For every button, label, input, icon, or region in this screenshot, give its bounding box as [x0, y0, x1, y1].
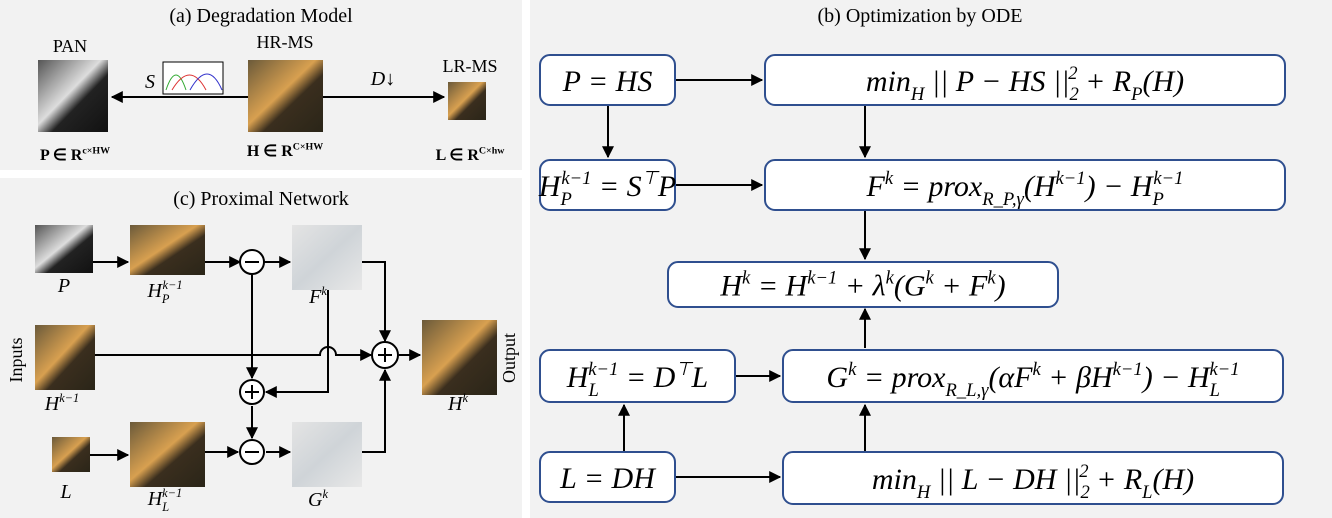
panel-a: (a) Degradation Model PAN HR-MS LR-MS S … [0, 0, 522, 170]
expr-text: = H [750, 270, 809, 303]
expr-text: (G [894, 270, 926, 303]
panel-c: (c) Proximal Network Inputs Output PHPk−… [0, 178, 522, 518]
expr-text: H [146, 280, 163, 302]
expr-text: min [866, 65, 911, 98]
superscript: k−1 [162, 278, 182, 292]
superscript: k−1 [1113, 359, 1143, 380]
expr-text: P = HS [562, 65, 653, 98]
expr-text: L = DH [559, 462, 657, 495]
expr-text: + R [1078, 65, 1132, 98]
superscript: k [321, 284, 327, 298]
superscript: C×hw [479, 146, 505, 157]
expr-text: + R [1089, 463, 1143, 496]
expr-text: H ∈ R [247, 143, 293, 160]
image [35, 225, 93, 273]
subscript: P [1152, 189, 1164, 210]
panel-title: (b) Optimization by ODE [818, 5, 1023, 27]
expr-text: F [866, 170, 886, 203]
label: Output [499, 333, 519, 383]
expr-text: H [447, 393, 464, 415]
panel-b: (b) Optimization by ODE P = HS min H || P … [530, 0, 1332, 518]
superscript: k−1 [807, 268, 837, 289]
formula: L = DH [559, 462, 657, 495]
expr-text: L ∈ R [436, 147, 480, 164]
subscript: L [161, 500, 169, 514]
expr-text: || L − DH || [930, 463, 1080, 496]
expr-text: H [719, 270, 744, 303]
subscript: P [559, 189, 571, 210]
image [292, 422, 362, 487]
panel-title: (a) Degradation Model [169, 5, 353, 27]
expr-text: P ∈ R [40, 147, 83, 164]
expr-text: G [826, 361, 848, 394]
subscript: P [161, 292, 170, 306]
expr-text: H [566, 361, 591, 394]
expr-text: ) − H [1141, 361, 1212, 394]
label: LR-MS [442, 56, 497, 76]
expr-text: (H) [1153, 463, 1195, 496]
superscript: k−1 [561, 168, 591, 189]
expr-text: P [657, 170, 676, 203]
superscript: k−1 [588, 359, 618, 380]
expr-text: min [872, 463, 917, 496]
pan-image [38, 60, 108, 132]
superscript: C×HW [293, 142, 324, 153]
lrms-image [448, 82, 486, 120]
formula: P = HS [562, 65, 653, 98]
expr-text: ) − H [1084, 170, 1155, 203]
expr-text: = S [591, 170, 641, 203]
expr-text: H [44, 393, 61, 415]
image [130, 422, 205, 487]
subscript: L [1209, 380, 1220, 401]
label: P [57, 275, 70, 297]
expr-text: = prox [893, 170, 983, 203]
label: PAN [53, 36, 87, 56]
subscript: R_L,γ [944, 380, 989, 401]
expr-text: + λ [837, 270, 885, 303]
superscript: 2 [1079, 461, 1088, 482]
expr-text: = prox [856, 361, 946, 394]
superscript: k−1 [59, 391, 79, 405]
expr-text: = D [618, 361, 675, 394]
expr-text: ) [994, 270, 1006, 303]
expr-text: H [538, 170, 563, 203]
label: HR-MS [256, 32, 313, 52]
superscript: k−1 [1209, 359, 1239, 380]
subscript: L [1141, 482, 1152, 503]
label: L [59, 481, 71, 503]
subscript: L [587, 380, 598, 401]
image [52, 437, 90, 472]
expr-text: (H) [1143, 65, 1185, 98]
expr-text: F [308, 286, 322, 308]
image [292, 225, 362, 290]
expr-text: || P − HS || [924, 65, 1069, 98]
expr-text: L [691, 361, 709, 394]
expr-text: G [308, 489, 323, 511]
subscript: P [1130, 84, 1142, 105]
op: S [145, 71, 155, 93]
superscript: c×HW [82, 146, 110, 157]
panel-title: (c) Proximal Network [173, 188, 349, 210]
superscript: k−1 [162, 486, 182, 500]
image [35, 325, 95, 390]
image [130, 225, 205, 275]
formula: Hk = Hk−1 + λk(Gk + Fk) [719, 268, 1005, 303]
subscript: R_P,γ [981, 189, 1024, 210]
superscript: k−1 [1153, 168, 1183, 189]
diagram: (a) Degradation Model PAN HR-MS LR-MS S … [0, 0, 1332, 518]
hrms-image [248, 60, 323, 132]
image [422, 320, 497, 395]
superscript: k [322, 487, 328, 501]
expr-text: (H [1024, 170, 1058, 203]
superscript: k [462, 391, 468, 405]
label: Inputs [6, 338, 26, 383]
superscript: 2 [1068, 63, 1077, 84]
expr-text: + βH [1041, 361, 1115, 394]
expr-text: L [59, 481, 71, 503]
expr-text: P [57, 275, 70, 297]
superscript: k−1 [1055, 168, 1085, 189]
expr-text: + F [934, 270, 988, 303]
expr-text: (αF [988, 361, 1033, 394]
op: D↓ [370, 68, 395, 90]
